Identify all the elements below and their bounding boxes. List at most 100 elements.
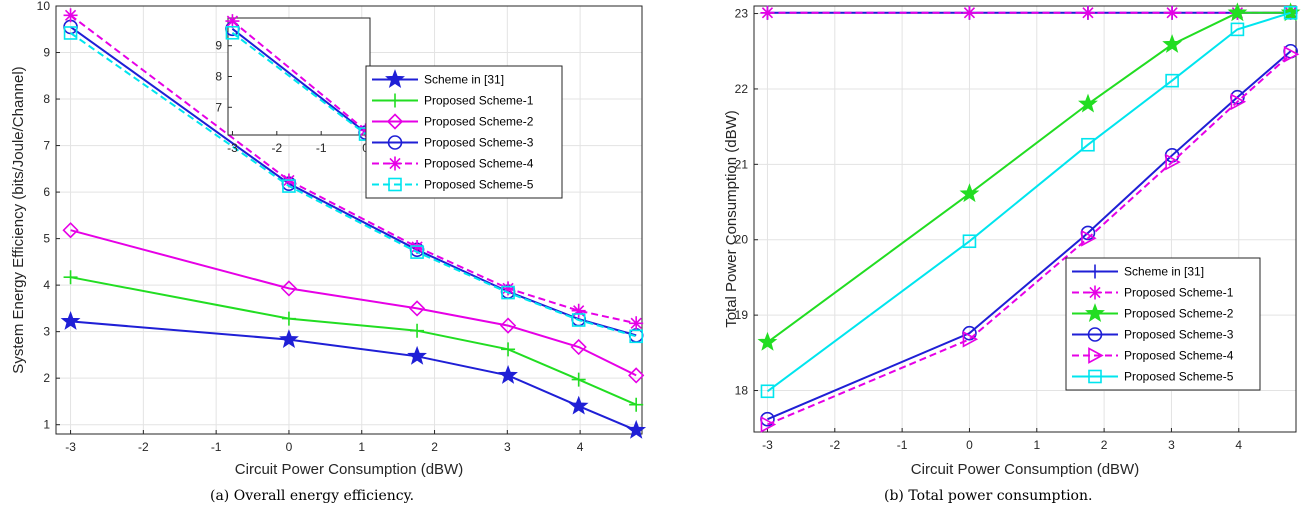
a-series-proposed-scheme-5-point [410, 245, 424, 259]
a-inset-ytick-label: 7 [215, 100, 222, 114]
b-axes-box [753, 5, 1297, 433]
a-series-scheme-in-31-point [626, 419, 647, 439]
b-series-proposed-scheme-2-point [1227, 2, 1248, 22]
b-series-proposed-scheme-5-point [1081, 137, 1095, 152]
a-ytick-label: 2 [43, 371, 50, 385]
a-series-proposed-scheme-2-point [62, 222, 79, 239]
a-inset: -3-2-10789 [215, 14, 373, 155]
b-legend-item-proposed-scheme-1-marker [1088, 285, 1102, 300]
a-ytick-label: 9 [43, 46, 50, 60]
b-series-proposed-scheme-5-line [766, 11, 1291, 393]
b-ytick-label: 20 [735, 233, 749, 247]
a-legend-item-proposed-scheme-5-label: Proposed Scheme-5 [424, 178, 534, 192]
a-series-proposed-scheme-1-point [281, 311, 296, 326]
a-legend-item-proposed-scheme-5-marker [388, 177, 402, 192]
a-series-proposed-scheme-2-point [570, 338, 587, 356]
a-inset-series-proposed-scheme-5-point [225, 25, 240, 40]
a-legend: Scheme in [31] Proposed Scheme-1 Proposed … [365, 65, 563, 199]
a-xtick-label: 1 [358, 440, 365, 454]
a-series-proposed-scheme-1-point [63, 270, 78, 285]
b-series-proposed-scheme-5-point [760, 384, 775, 399]
a-inset-xtick-label: -1 [316, 141, 327, 155]
b-series-proposed-scheme-4-point [1230, 93, 1247, 111]
a-series-proposed-scheme-5-point [571, 313, 586, 327]
a-inset-xtick-label: -2 [271, 141, 282, 155]
a-series-proposed-scheme-1-point [629, 397, 644, 412]
a-series-proposed-scheme-5-point [629, 329, 643, 344]
a-xtick-label: 4 [577, 440, 584, 454]
b-y-axis-title: Total Power Consumption (dBW) [723, 110, 740, 328]
a-legend-item-proposed-scheme-4-label: Proposed Scheme-4 [424, 157, 534, 171]
a-x-axis-title: Circuit Power Consumption (dBW) [235, 461, 463, 478]
b-series-proposed-scheme-3-line [767, 50, 1292, 421]
b-series-proposed-scheme-1-point [1080, 5, 1095, 20]
b-xtick-label: -3 [762, 438, 773, 452]
b-series-proposed-scheme-5-point [1165, 73, 1179, 88]
b-xtick-label: 0 [966, 438, 973, 452]
b-series-proposed-scheme-5-point [1230, 22, 1245, 37]
a-legend-item-proposed-scheme-2-label: Proposed Scheme-2 [424, 115, 534, 129]
a-xtick-label: -2 [138, 440, 149, 454]
a-legend-item-proposed-scheme-1-label: Proposed Scheme-1 [424, 94, 534, 108]
a-legend-item-proposed-scheme-2-marker [386, 113, 404, 130]
a-xtick-label: -3 [65, 440, 76, 454]
b-legend-item-proposed-scheme-4-label: Proposed Scheme-4 [1124, 349, 1234, 363]
b-xtick-label: 1 [1033, 438, 1040, 452]
b-xtick-label: -2 [829, 438, 840, 452]
a-legend-item-scheme-in-31-marker [385, 69, 405, 88]
a-legend-item-proposed-scheme-4-marker [388, 156, 402, 171]
a-series-group [60, 8, 647, 439]
b-series-proposed-scheme-2-point [1078, 93, 1098, 113]
a-inset-xtick-label: -3 [227, 141, 238, 155]
a-series-scheme-in-31-point [279, 329, 299, 348]
a-ytick-label: 6 [43, 185, 50, 199]
b-xtick-label: 4 [1235, 438, 1242, 452]
a-series-scheme-in-31-point [407, 345, 427, 365]
a-series-proposed-scheme-4-point [501, 281, 516, 296]
a-series-proposed-scheme-5-point [282, 179, 296, 193]
a-inset-series-proposed-scheme-5-line [231, 32, 367, 135]
a-series-proposed-scheme-2-point [280, 280, 298, 297]
b-xtick-label: -1 [897, 438, 908, 452]
a-series-proposed-scheme-4-point [63, 8, 78, 23]
a-inset-ytick-label: 8 [215, 70, 222, 84]
b-xtick-label: 2 [1101, 438, 1108, 452]
a-ytick-label: 3 [43, 325, 50, 339]
b-series-proposed-scheme-1-point [962, 5, 977, 20]
b-legend-item-proposed-scheme-2-label: Proposed Scheme-2 [1124, 307, 1234, 321]
b-legend-item-proposed-scheme-5-marker [1088, 369, 1102, 384]
b-legend-item-scheme-in-31-label: Scheme in [31] [1124, 265, 1204, 279]
a-xtick-label: 2 [431, 440, 438, 454]
b-series-proposed-scheme-1-point [1165, 5, 1180, 20]
b-ytick-label: 19 [735, 308, 749, 322]
a-series-proposed-scheme-5-point [501, 285, 515, 300]
a-series-scheme-in-31-point [568, 395, 589, 415]
a-ytick-label: 7 [43, 139, 50, 153]
b-series-proposed-scheme-2-point [757, 331, 778, 351]
a-series-proposed-scheme-5-line [70, 32, 637, 338]
a-inset-series-group [225, 14, 373, 141]
a-legend-item-scheme-in-31-label: Scheme in [31] [424, 73, 504, 87]
b-series-proposed-scheme-4-line [767, 53, 1292, 426]
a-series-proposed-scheme-2-point [628, 367, 645, 384]
b-legend-item-proposed-scheme-5-label: Proposed Scheme-5 [1124, 370, 1234, 384]
b-series-proposed-scheme-1-point [760, 5, 775, 20]
figure-b: -3 -2 -1 0 1 2 3 4 18 19 20 21 22 23 Circuit Power Con… [650, 0, 1301, 514]
a-series-proposed-scheme-1-point [501, 342, 516, 357]
a-series-proposed-scheme-1-line [70, 276, 637, 406]
a-xtick-label: 3 [504, 440, 511, 454]
b-legend-item-proposed-scheme-3-marker [1087, 327, 1103, 342]
b-series-proposed-scheme-2-point [959, 183, 980, 203]
a-series-proposed-scheme-1-point [410, 323, 425, 338]
caption-a: (a) Overall energy efficiency. [210, 488, 415, 504]
b-ytick-label: 18 [735, 384, 749, 398]
a-series-proposed-scheme-2-point [408, 300, 426, 317]
b-xtick-label: 3 [1168, 438, 1175, 452]
a-series-proposed-scheme-2-point [499, 317, 517, 334]
a-series-proposed-scheme-5-point [63, 26, 78, 40]
b-series-proposed-scheme-4-point [760, 416, 777, 433]
b-series-proposed-scheme-4-point [1283, 45, 1300, 63]
a-series-scheme-in-31-point [498, 364, 518, 384]
b-legend-item-scheme-in-31-marker [1088, 264, 1102, 279]
